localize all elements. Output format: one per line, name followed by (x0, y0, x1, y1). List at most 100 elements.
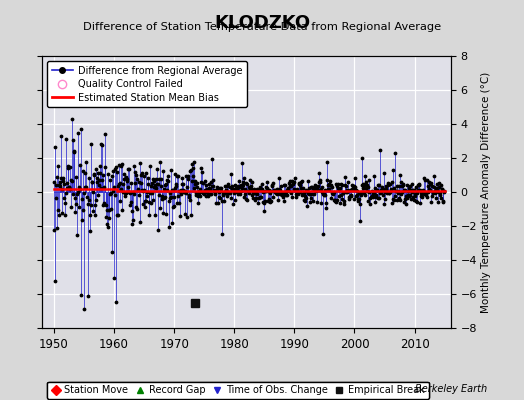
Point (81, 183, 90, 190)
Point (258, 186, 267, 192)
Point (235, 183, 244, 190)
Point (271, 190, 280, 196)
Point (106, 177, 114, 183)
Point (392, 183, 401, 190)
Point (88, 179, 96, 185)
Point (202, 188, 211, 195)
Point (228, 201, 237, 207)
Point (57, 133, 65, 140)
Point (291, 175, 299, 181)
Point (152, 176, 160, 182)
Point (438, 186, 446, 192)
Point (267, 198, 275, 204)
Point (146, 163, 154, 169)
Point (322, 205, 331, 211)
Point (138, 201, 147, 208)
Point (324, 186, 332, 192)
Point (261, 198, 269, 204)
Point (100, 184, 108, 190)
Point (212, 200, 220, 206)
Point (335, 193, 343, 199)
Point (136, 180, 145, 186)
Point (200, 191, 209, 198)
Point (205, 185, 213, 192)
Point (188, 178, 196, 184)
Point (244, 188, 253, 194)
Point (349, 183, 357, 189)
Point (417, 192, 425, 199)
Point (192, 189, 200, 196)
Point (96, 162, 104, 169)
Point (385, 190, 393, 196)
Point (233, 186, 242, 192)
Point (154, 226, 162, 233)
Point (143, 189, 151, 195)
Point (231, 197, 239, 204)
Point (267, 188, 276, 194)
Point (116, 163, 125, 169)
Point (305, 190, 314, 197)
Point (51, 278, 59, 284)
Point (54, 212, 63, 218)
Point (420, 177, 429, 183)
Point (314, 182, 322, 189)
Point (293, 186, 301, 193)
Point (325, 186, 333, 192)
Point (310, 191, 318, 197)
Point (309, 197, 317, 204)
Point (355, 190, 363, 196)
Point (216, 184, 225, 191)
Point (366, 195, 375, 202)
Point (369, 189, 378, 196)
Point (424, 188, 432, 195)
Point (168, 220, 177, 226)
Point (63, 185, 72, 191)
Point (156, 158, 164, 165)
Point (110, 274, 118, 281)
Point (231, 182, 239, 188)
Point (252, 195, 260, 202)
Point (122, 190, 130, 196)
Point (376, 189, 385, 195)
Point (372, 194, 380, 201)
Point (288, 178, 296, 184)
Point (345, 196, 353, 203)
Point (121, 190, 129, 196)
Point (132, 172, 140, 178)
Point (290, 186, 298, 192)
Point (388, 200, 396, 206)
Point (277, 183, 285, 189)
Point (154, 181, 162, 187)
Point (122, 174, 130, 180)
Point (114, 212, 122, 218)
Point (431, 188, 439, 194)
Point (237, 185, 246, 192)
Point (107, 248, 116, 255)
Point (78, 196, 86, 202)
Point (283, 185, 292, 192)
Point (125, 166, 133, 172)
Point (75, 184, 84, 190)
Point (425, 186, 433, 192)
Point (151, 185, 160, 192)
Point (68, 116, 76, 122)
Point (302, 186, 310, 193)
Point (259, 199, 267, 205)
Point (149, 197, 157, 204)
Point (336, 199, 344, 206)
Point (244, 188, 252, 194)
Point (50, 226, 59, 233)
Point (183, 173, 192, 179)
Point (379, 201, 388, 207)
Point (212, 186, 221, 193)
Point (414, 187, 422, 193)
Point (165, 198, 173, 204)
Point (208, 156, 216, 162)
Point (410, 192, 419, 199)
Point (102, 206, 111, 213)
Point (53, 174, 61, 180)
Point (184, 194, 193, 200)
Point (322, 200, 330, 206)
Point (157, 176, 165, 182)
Point (334, 184, 342, 191)
